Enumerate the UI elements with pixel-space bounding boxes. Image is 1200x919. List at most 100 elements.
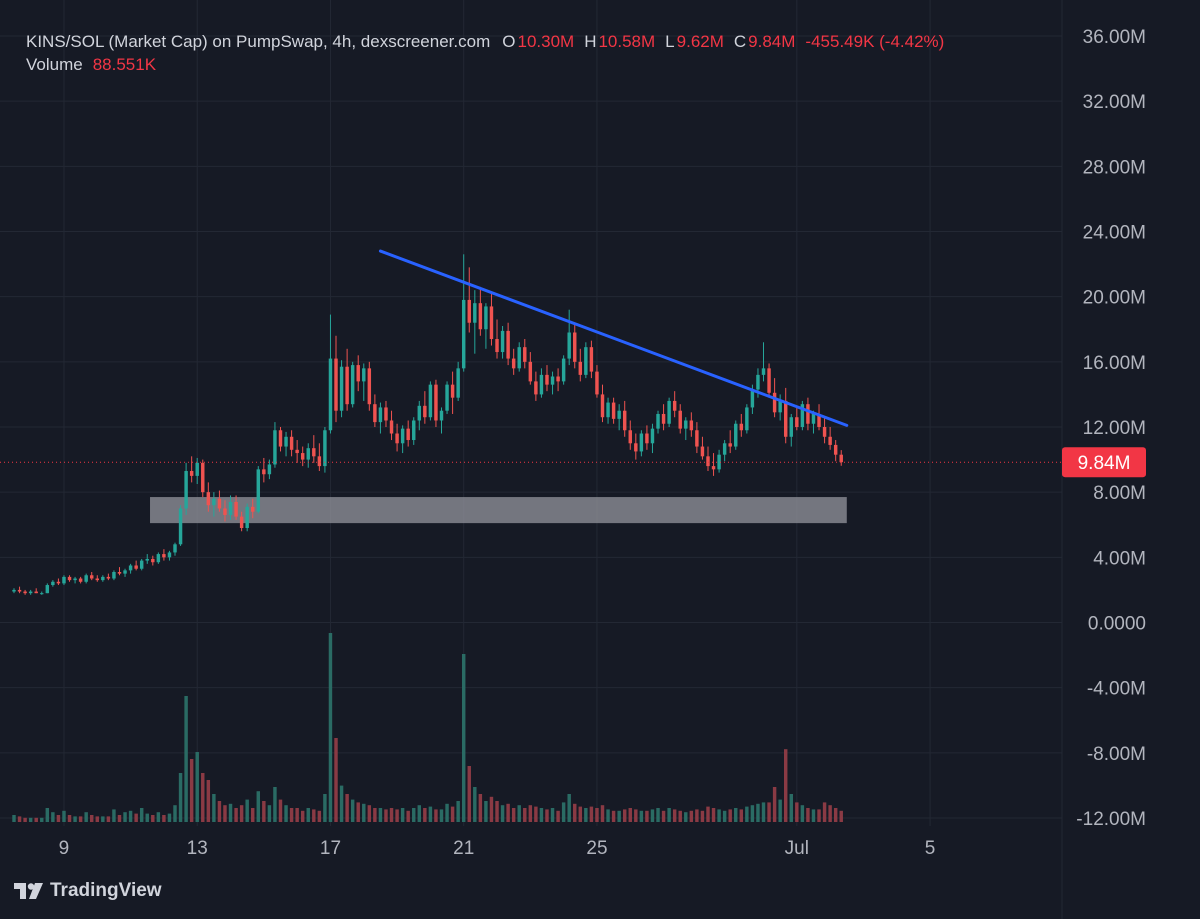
candle-body <box>617 410 621 419</box>
candle-body <box>661 413 666 424</box>
volume-bar <box>51 812 55 822</box>
volume-bar <box>839 810 843 822</box>
candle-body <box>478 303 483 330</box>
candle-body <box>550 376 555 385</box>
candle-body <box>145 558 149 561</box>
volume-bar <box>656 808 660 822</box>
volume-bar <box>684 812 688 822</box>
volume-bar <box>745 806 749 822</box>
candle-body <box>495 339 499 353</box>
legend-close-value: 9.84M <box>748 32 796 51</box>
volume-bar <box>106 816 111 822</box>
price-axis[interactable]: 36.00M 32.00M 28.00M 24.00M 20.00M 16.00M 12.0… <box>1076 27 1146 830</box>
candle-body <box>606 402 610 418</box>
volume-bar <box>278 799 283 822</box>
candle-body <box>128 565 133 571</box>
volume-bar <box>489 796 494 822</box>
candle-body <box>650 428 655 444</box>
volume-bar <box>717 809 721 822</box>
candle-body <box>17 589 22 592</box>
volume-bar <box>234 808 238 822</box>
volume-bar <box>412 808 416 822</box>
price-tick-label: 16.00M <box>1083 353 1146 374</box>
candle-body <box>106 576 111 579</box>
volume-bar <box>373 808 377 822</box>
volume-bar <box>256 791 261 822</box>
volume-bar <box>90 815 94 822</box>
volume-bar <box>456 801 460 822</box>
candle-body <box>545 374 549 385</box>
volume-bar <box>811 809 816 822</box>
volume-bar <box>817 809 821 822</box>
candle-body <box>589 347 594 372</box>
volume-bar <box>339 785 344 822</box>
candle-body <box>367 368 372 405</box>
volume-bar <box>23 817 27 822</box>
volume-bar <box>139 808 144 822</box>
candle-body <box>611 402 616 419</box>
candle-body <box>289 436 294 450</box>
candle-body <box>722 443 727 455</box>
candle-body <box>445 384 449 411</box>
candle-body <box>717 454 721 470</box>
candle-body <box>778 400 782 413</box>
price-tick-label: 4.00M <box>1093 548 1146 569</box>
volume-bar <box>578 806 583 822</box>
candle-body <box>212 498 216 506</box>
candle-body <box>456 368 460 398</box>
candle-body <box>473 303 477 323</box>
volume-bar <box>201 773 205 822</box>
legend-ohlc-row: KINS/SOL (Market Cap) on PumpSwap, 4h, d… <box>26 30 954 53</box>
volume-bar <box>589 806 594 822</box>
candle-body <box>173 544 177 553</box>
candle-body <box>206 492 211 506</box>
candle-body <box>278 430 283 447</box>
candle-body <box>12 589 16 592</box>
candle-body <box>511 358 516 369</box>
volume-bar <box>734 808 738 822</box>
candle-body <box>695 430 699 447</box>
volume-bar <box>228 803 233 822</box>
volume-bar <box>567 794 571 822</box>
candle-body <box>317 456 322 467</box>
volume-bar <box>517 805 521 822</box>
candle-body <box>67 576 72 581</box>
candle-body <box>117 571 122 574</box>
legend-low-value: 9.62M <box>676 32 724 51</box>
volume-bar <box>695 809 699 822</box>
volume-bar <box>306 808 310 822</box>
candle-body <box>728 443 732 447</box>
volume-bars <box>12 633 843 822</box>
candle-body <box>833 444 838 455</box>
volume-bar <box>650 809 655 822</box>
candle-body <box>312 448 316 457</box>
candle-body <box>34 591 38 594</box>
volume-bar <box>284 805 288 822</box>
volume-bar <box>40 817 44 822</box>
volume-bar <box>550 808 555 822</box>
support-zone <box>150 497 847 524</box>
time-axis[interactable]: 9 13 17 21 25 Jul 5 <box>59 838 936 859</box>
volume-bar <box>151 815 155 822</box>
volume-bar <box>672 809 677 822</box>
price-tick-label: 8.00M <box>1093 483 1146 504</box>
candles <box>12 254 843 595</box>
volume-bar <box>606 809 610 822</box>
candle-body <box>345 366 349 405</box>
volume-bar <box>700 810 705 822</box>
volume-bar <box>400 808 405 822</box>
candle-body <box>645 433 649 444</box>
volume-bar <box>267 805 272 822</box>
time-tick-label: 17 <box>320 838 341 859</box>
candle-body <box>178 508 183 545</box>
candle-body <box>656 413 660 429</box>
candle-body <box>234 501 238 517</box>
volume-bar <box>134 813 138 822</box>
volume-bar <box>384 809 388 822</box>
volume-bar <box>173 805 177 822</box>
tradingview-brand[interactable]: TradingView <box>14 880 162 902</box>
candle-body <box>750 389 755 408</box>
candle-body <box>534 381 538 395</box>
